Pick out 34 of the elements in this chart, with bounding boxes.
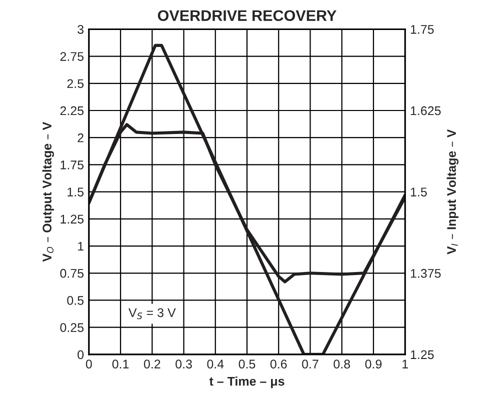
y-tick-label: 2.75 — [60, 52, 84, 61]
y-tick-label: 1.75 — [60, 160, 84, 170]
y2-tick-label: 1.375 — [410, 268, 441, 278]
y2-tick-label: 1.25 — [410, 350, 434, 360]
y-tick-label: 0.5 — [67, 296, 84, 305]
chart-title: OVERDRIVE RECOVERY — [158, 10, 336, 22]
x-tick-label: 0.1 — [112, 360, 129, 368]
y-tick-label: 0 — [78, 350, 84, 360]
y-tick-label: 2 — [78, 133, 84, 142]
annotation: V$_{S}$ = 3 V — [128, 308, 176, 320]
y2-axis-title: V$_{I}$ – Input Voltage – V — [446, 129, 458, 254]
y-tick-label: 0.25 — [60, 323, 84, 332]
y-tick-label: 3 — [78, 24, 84, 34]
x-tick-label: 0.8 — [334, 360, 350, 368]
y2-tick-label: 1.625 — [410, 106, 441, 116]
y-tick-label: 1.5 — [68, 188, 84, 196]
y-tick-label: 2.5 — [67, 79, 84, 88]
x-tick-label: 0.2 — [144, 360, 160, 368]
x-axis-title: t – Time – μs — [209, 376, 284, 388]
y-tick-label: 1 — [78, 242, 84, 251]
x-tick-label: 0.9 — [365, 360, 382, 368]
x-tick-label: 0.5 — [238, 360, 256, 368]
x-tick-label: 0 — [86, 360, 92, 368]
x-tick-label: 0.6 — [270, 360, 287, 368]
x-tick-label: 0.7 — [302, 360, 318, 368]
x-tick-label: 1 — [402, 360, 408, 368]
x-tick-label: 0.4 — [207, 360, 224, 368]
y-axis-title: V$_{O}$ – Output Voltage – V — [42, 122, 54, 262]
x-tick-label: 0.3 — [176, 360, 192, 368]
y2-tick-label: 1.5 — [410, 188, 427, 196]
y2-tick-label: 1.75 — [410, 25, 434, 34]
y-tick-label: 0.75 — [60, 268, 84, 278]
y-tick-label: 1.25 — [60, 214, 84, 224]
y-tick-label: 2.25 — [60, 106, 84, 116]
